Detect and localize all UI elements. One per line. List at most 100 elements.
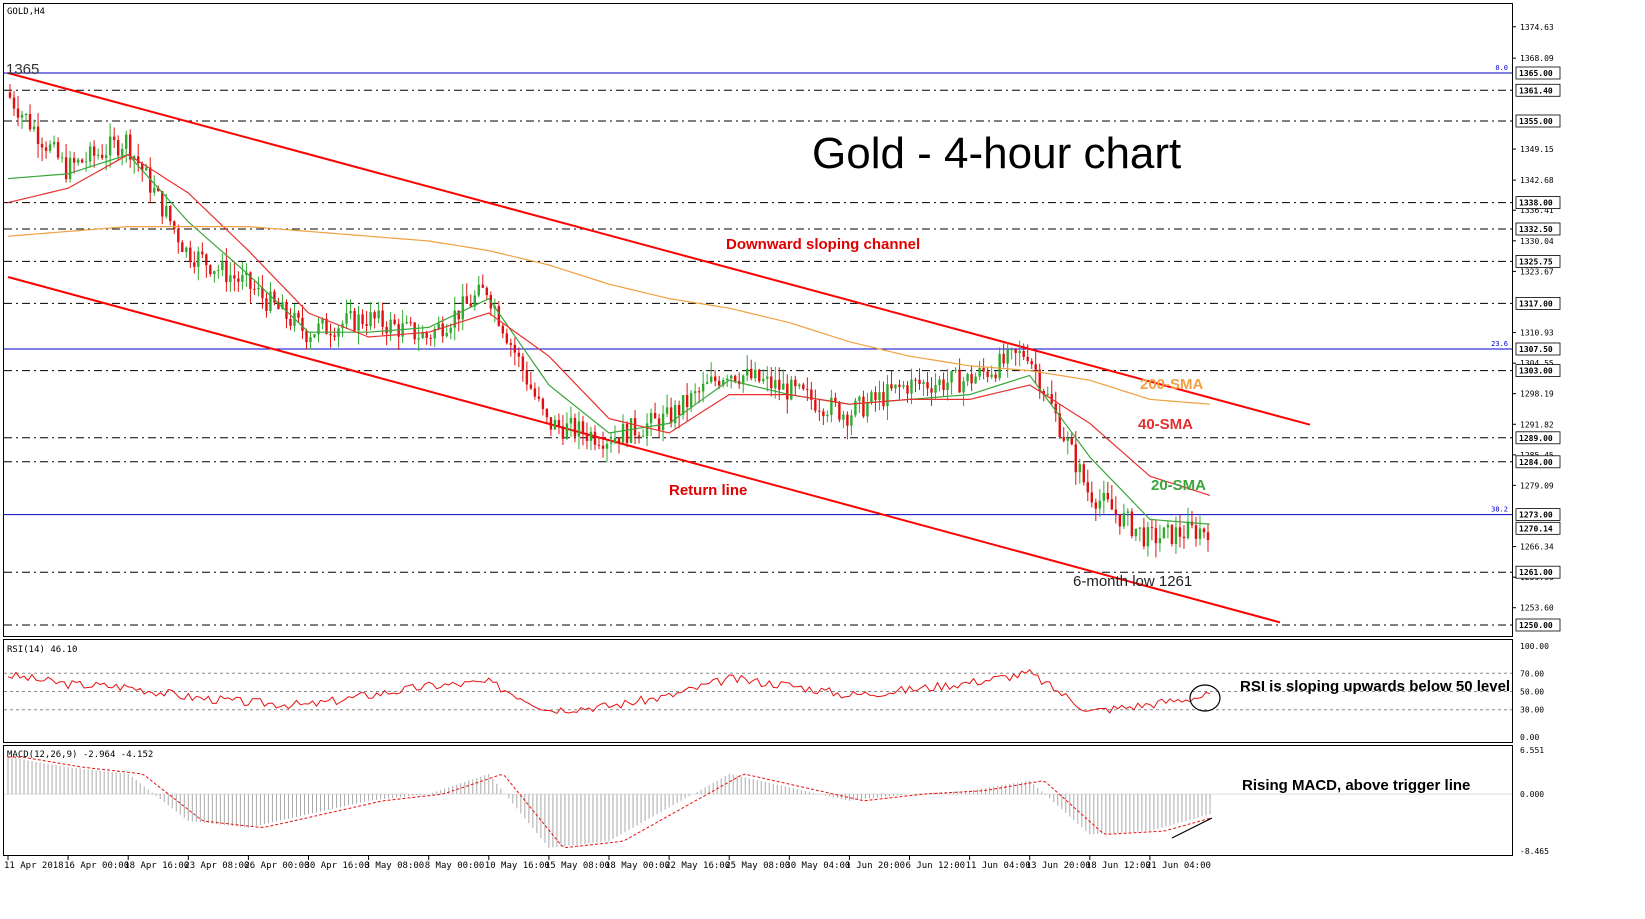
candle-body	[810, 389, 813, 401]
candle-body	[854, 400, 857, 416]
price-box: 1270.14	[1515, 521, 1561, 535]
price-box: 1284.00	[1515, 455, 1561, 469]
symbol-label: GOLD,H4	[7, 7, 45, 17]
candle-body	[457, 310, 460, 320]
candle-body	[177, 228, 180, 243]
channel-lines	[7, 72, 1311, 624]
candle-body	[525, 370, 529, 385]
candle-body	[625, 423, 629, 443]
price-box: 1332.50	[1515, 222, 1561, 236]
candle-body	[1002, 353, 1005, 364]
candle-body	[874, 392, 877, 401]
price-tick-label: 1349.15	[1520, 145, 1554, 154]
candle-body	[237, 278, 240, 282]
candle-body	[193, 262, 196, 267]
candle-body	[261, 287, 264, 299]
sma-line	[7, 153, 1211, 496]
candle-body	[1034, 364, 1037, 370]
candle-body	[918, 379, 921, 384]
candle-body	[701, 383, 705, 392]
candle-body	[68, 157, 72, 180]
candle-body	[20, 114, 24, 118]
candle-body	[1098, 500, 1102, 509]
candle-body	[713, 376, 717, 381]
candle-body	[725, 378, 729, 380]
candle-body	[405, 321, 408, 324]
price-box: 1365.00	[1515, 66, 1561, 80]
candle-body	[161, 191, 164, 217]
candle-body	[84, 161, 88, 163]
price-box: 1325.75	[1515, 254, 1561, 268]
rsi-highlight-circle	[1189, 684, 1221, 712]
candle-body	[589, 431, 593, 441]
candle-body	[661, 413, 665, 431]
candle-body	[894, 384, 897, 389]
candle-body	[165, 205, 168, 217]
price-tick-label: 1298.19	[1520, 390, 1554, 399]
candle-body	[12, 97, 16, 109]
candle-body	[681, 395, 685, 416]
price-box-label: 1261.00	[1519, 568, 1553, 577]
candle-body	[597, 444, 601, 446]
price-box-label: 1317.00	[1519, 299, 1553, 308]
candle-body	[770, 376, 773, 389]
candle-body	[982, 368, 985, 372]
candle-body	[365, 324, 368, 326]
candle-body	[52, 141, 56, 145]
price-box-label: 1284.00	[1519, 458, 1553, 467]
candle-body	[421, 332, 424, 339]
macd-panel-frame	[3, 745, 1513, 856]
candle-body	[169, 205, 172, 222]
candle-body	[814, 400, 817, 411]
candle-body	[497, 306, 501, 326]
price-box-frame	[1515, 254, 1561, 268]
sma40-label: 40-SMA	[1138, 416, 1193, 433]
candle-body	[1162, 527, 1166, 539]
candle-body	[866, 402, 869, 417]
candle-body	[914, 379, 917, 381]
time-tick-label: 8 May 00:00	[425, 861, 485, 871]
candle-body	[40, 143, 44, 148]
time-tick-label: 30 May 04:00	[785, 861, 850, 871]
sma-line	[7, 226, 1211, 405]
candle-body	[205, 254, 208, 266]
candle-body	[257, 287, 260, 290]
candle-body	[253, 288, 256, 290]
candle-body	[782, 383, 785, 390]
price-box-label: 1270.14	[1519, 524, 1553, 533]
candle-body	[533, 388, 537, 397]
price-box-frame	[1515, 521, 1561, 535]
price-box-frame	[1515, 83, 1561, 97]
candle-body	[1138, 527, 1142, 529]
price-box-label: 1365.00	[1519, 69, 1553, 78]
candle-body	[1026, 356, 1029, 361]
price-box: 1273.00	[1515, 508, 1561, 522]
candle-body	[1178, 527, 1182, 537]
candle-body	[273, 291, 276, 303]
candle-body	[902, 385, 905, 387]
candle-body	[373, 312, 376, 319]
candle-body	[942, 379, 945, 390]
candle-body	[229, 275, 232, 283]
candle-body	[541, 398, 545, 409]
candle-body	[48, 144, 52, 151]
candle-body	[349, 310, 352, 314]
price-box-frame	[1515, 431, 1561, 445]
candle-body	[393, 319, 396, 325]
candle-body	[1174, 527, 1178, 544]
candle-body	[746, 368, 749, 376]
candle-body	[1042, 391, 1045, 395]
candle-body	[60, 157, 64, 159]
candle-body	[517, 352, 521, 357]
candle-body	[80, 159, 84, 163]
candle-body	[1046, 394, 1049, 396]
price-box-frame	[1515, 342, 1561, 356]
candle-body	[557, 419, 561, 427]
candle-body	[277, 302, 280, 310]
candle-body	[64, 157, 68, 180]
candle-body	[477, 284, 480, 296]
candle-body	[333, 335, 336, 337]
rsi-tick-label: 50.00	[1520, 688, 1544, 697]
price-box-label: 1250.00	[1519, 621, 1553, 630]
candle-body	[357, 314, 360, 331]
